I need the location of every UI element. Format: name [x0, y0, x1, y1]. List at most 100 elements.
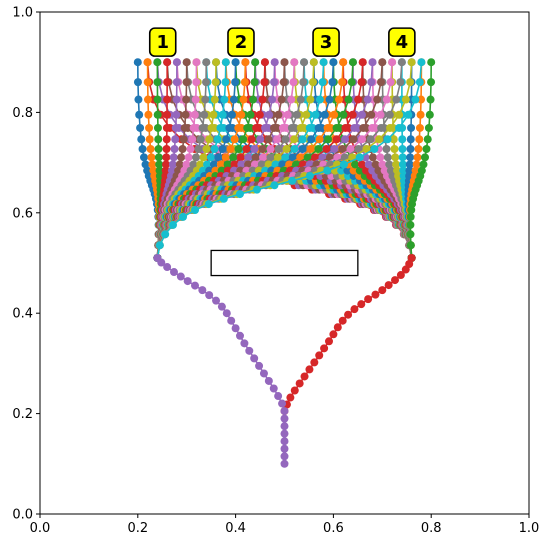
right-branch-series-point — [406, 145, 415, 153]
left-branch-series-point — [250, 160, 259, 169]
left-branch-series-point — [250, 145, 259, 153]
trunk-left-series-point — [255, 361, 264, 370]
left-branch-series-point — [376, 78, 385, 87]
trunk-right-series-point — [405, 260, 414, 268]
left-branch-series-point — [349, 135, 358, 144]
right-branch-series-point — [364, 160, 373, 169]
left-branch-series-point — [260, 58, 269, 67]
left-branch-series-point — [368, 123, 377, 132]
right-branch-series-point — [427, 78, 436, 87]
left-branch-series-point — [191, 95, 200, 104]
left-branch-series-point — [375, 135, 384, 144]
left-branch-series-point — [303, 153, 312, 162]
trunk-left-series-point — [212, 296, 221, 305]
left-branch-series-point — [358, 58, 367, 67]
left-branch-series-point — [252, 123, 261, 132]
trunk-left-series-point — [191, 281, 200, 290]
right-branch-series-point — [376, 153, 385, 162]
left-branch-series-point — [341, 135, 350, 144]
left-branch-series-point — [290, 58, 299, 67]
right-branch-series-point — [424, 123, 433, 132]
left-branch-series-point — [358, 135, 367, 144]
left-branch-series-point — [230, 135, 239, 144]
left-branch-series-point — [298, 135, 307, 144]
plot-frame — [39, 11, 530, 515]
left-branch-series-point — [377, 123, 386, 132]
left-branch-series-point — [305, 123, 314, 132]
left-branch-series-point — [309, 58, 318, 67]
left-branch-series-point — [249, 95, 258, 104]
trunk-left-series-point — [163, 263, 172, 272]
left-branch-series-point — [242, 145, 251, 153]
trunk-left-series-point — [169, 268, 178, 277]
y-tick-label: 0.6 — [12, 206, 33, 221]
left-branch-series-point — [330, 110, 339, 119]
left-branch-series-point — [244, 153, 253, 162]
trunk-left-series-point — [264, 376, 273, 385]
left-branch-series-point — [296, 95, 305, 104]
right-branch-series-point — [406, 241, 415, 250]
left-branch-series-point — [329, 58, 338, 67]
trunk-right-series-point — [371, 290, 380, 299]
left-branch-series-point — [198, 123, 207, 132]
left-branch-series-point — [348, 58, 357, 67]
left-branch-series-point — [330, 145, 339, 153]
left-branch-series-point — [324, 135, 333, 144]
left-branch-series-point — [395, 123, 404, 132]
trunk-right-series-point — [350, 305, 359, 314]
left-branch-series-point — [229, 153, 238, 162]
left-branch-series-point — [287, 95, 296, 104]
left-branch-series-point — [288, 176, 297, 185]
left-branch-series-point — [300, 58, 309, 67]
left-branch-series-point — [277, 95, 286, 104]
trunk-left-series-point — [183, 277, 192, 286]
left-branch-series-point — [155, 241, 164, 250]
left-branch-series-point — [355, 153, 364, 162]
left-branch-series-point — [395, 110, 404, 119]
trunk-right-series-point — [344, 310, 353, 319]
trunk-left-series-point — [280, 459, 289, 468]
left-branch-series-point — [192, 58, 201, 67]
left-branch-series-point — [296, 123, 305, 132]
left-branch-series-point — [323, 166, 332, 175]
left-branch-series-point — [280, 58, 289, 67]
left-branch-series-point — [179, 135, 188, 144]
right-branch-series-point — [413, 153, 422, 162]
trunk-left-series-point — [236, 331, 244, 340]
left-branch-series-point — [273, 153, 282, 162]
trunk-right-series-point — [305, 365, 314, 374]
left-branch-series-point — [196, 135, 205, 144]
left-branch-series-point — [182, 160, 191, 169]
left-branch-series-point — [196, 160, 205, 169]
left-branch-series-point — [370, 145, 379, 153]
left-branch-series-point — [281, 153, 290, 162]
target-badge-label: 3 — [320, 32, 333, 53]
left-branch-series-point — [258, 95, 267, 104]
left-branch-series-point — [230, 160, 239, 169]
left-branch-series-point — [283, 110, 292, 119]
trunk-left-series-point — [231, 324, 240, 333]
left-branch-series-point — [220, 95, 229, 104]
left-branch-series-point — [388, 58, 397, 67]
right-branch-series-point — [385, 160, 394, 169]
target-badge-box — [148, 27, 177, 57]
left-branch-series-point — [136, 123, 145, 132]
left-branch-series-point — [192, 153, 201, 162]
left-branch-series-point — [274, 145, 283, 153]
left-branch-series-point — [264, 135, 273, 144]
trunk-left-series-point — [227, 316, 236, 325]
left-branch-series-point — [417, 58, 426, 67]
left-branch-series-point — [239, 95, 248, 104]
trunk-right-series-point — [396, 271, 405, 280]
left-branch-series-point — [359, 123, 368, 132]
trunk-right-series-point — [286, 393, 295, 402]
axis-layer: 0.0 0.2 0.4 0.6 0.8 1.0 0.0 0.2 0.4 0.6 0.8 1.0 — [12, 6, 539, 537]
left-branch-series-point — [236, 153, 245, 162]
left-branch-series-point — [143, 166, 152, 175]
trunk-right-series-point — [315, 351, 324, 360]
left-branch-series-point — [255, 110, 264, 119]
left-branch-series-point — [240, 78, 249, 87]
left-branch-series-point — [308, 78, 317, 87]
left-branch-series-point — [177, 153, 186, 162]
left-branch-series-point — [302, 110, 311, 119]
